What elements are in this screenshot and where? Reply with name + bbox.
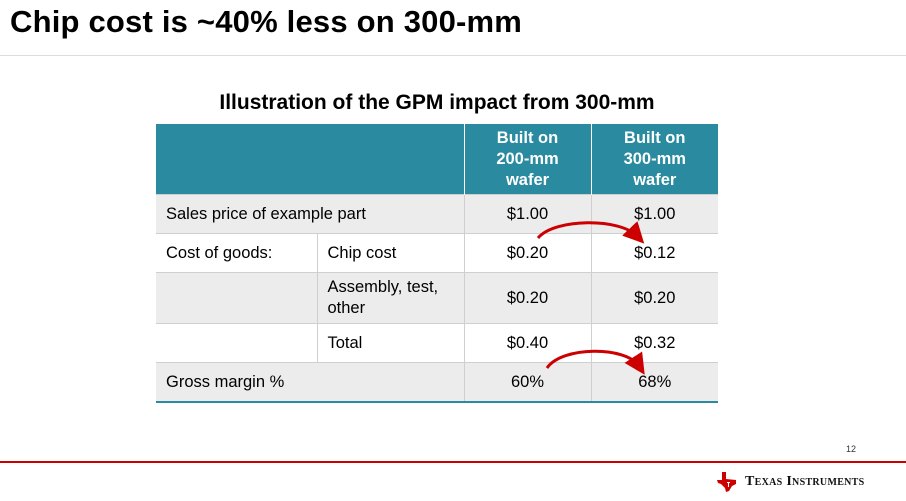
- texas-state-icon: [717, 472, 736, 492]
- chip-cost-200mm: $0.20: [463, 233, 591, 273]
- top-divider: [0, 55, 906, 56]
- assembly-label-line2: other: [327, 299, 366, 317]
- bottom-divider: [0, 461, 906, 463]
- gpm-table: Built on 200-mm wafer Built on 300-mm wa…: [156, 124, 718, 403]
- total-group-blank: [156, 323, 317, 363]
- header-200mm-line2: 200-mm: [496, 149, 559, 168]
- page-number: 12: [846, 444, 857, 454]
- assembly-label: Assembly, test, other: [316, 272, 464, 324]
- ti-logo: Texas Instruments: [716, 471, 865, 493]
- gross-margin-200mm: 60%: [463, 362, 591, 402]
- chip-cost-300mm: $0.12: [590, 233, 718, 273]
- table-row-sales-price: Sales price of example part $1.00 $1.00: [156, 194, 718, 234]
- header-blank-cell: [156, 124, 464, 195]
- sales-price-label: Sales price of example part: [156, 194, 464, 234]
- header-300mm-line1: Built on: [624, 128, 686, 147]
- table-row-total: Total $0.40 $0.32: [156, 323, 718, 363]
- assembly-200mm: $0.20: [463, 272, 591, 324]
- header-200mm-line3: wafer: [505, 170, 550, 189]
- table-title: Illustration of the GPM impact from 300-…: [219, 91, 655, 114]
- header-row: Built on 200-mm wafer Built on 300-mm wa…: [156, 124, 718, 195]
- table-row-chip-cost: Cost of goods: Chip cost $0.20 $0.12: [156, 233, 718, 273]
- header-300mm-line3: wafer: [633, 170, 677, 189]
- header-200mm-line1: Built on: [496, 128, 559, 147]
- ti-logo-text: Texas Instruments: [745, 474, 865, 489]
- cost-of-goods-label: Cost of goods:: [156, 233, 317, 273]
- table-row-gross-margin: Gross margin % 60% 68%: [156, 362, 718, 402]
- total-label: Total: [316, 323, 464, 363]
- table-row-assembly: Assembly, test, other $0.20 $0.20: [156, 272, 718, 324]
- gross-margin-label: Gross margin %: [156, 362, 464, 402]
- gross-margin-300mm: 68%: [590, 362, 718, 402]
- assembly-group-blank: [156, 272, 317, 324]
- sales-price-200mm: $1.00: [463, 194, 591, 234]
- total-200mm: $0.40: [463, 323, 591, 363]
- assembly-label-line1: Assembly, test,: [327, 278, 439, 296]
- header-300mm: Built on 300-mm wafer: [590, 124, 718, 195]
- assembly-300mm: $0.20: [590, 272, 718, 324]
- sales-price-300mm: $1.00: [590, 194, 718, 234]
- chip-cost-label: Chip cost: [316, 233, 464, 273]
- header-200mm: Built on 200-mm wafer: [463, 124, 591, 195]
- header-300mm-line2: 300-mm: [623, 149, 686, 168]
- slide-title: Chip cost is ~40% less on 300-mm: [10, 4, 523, 39]
- total-300mm: $0.32: [590, 323, 718, 363]
